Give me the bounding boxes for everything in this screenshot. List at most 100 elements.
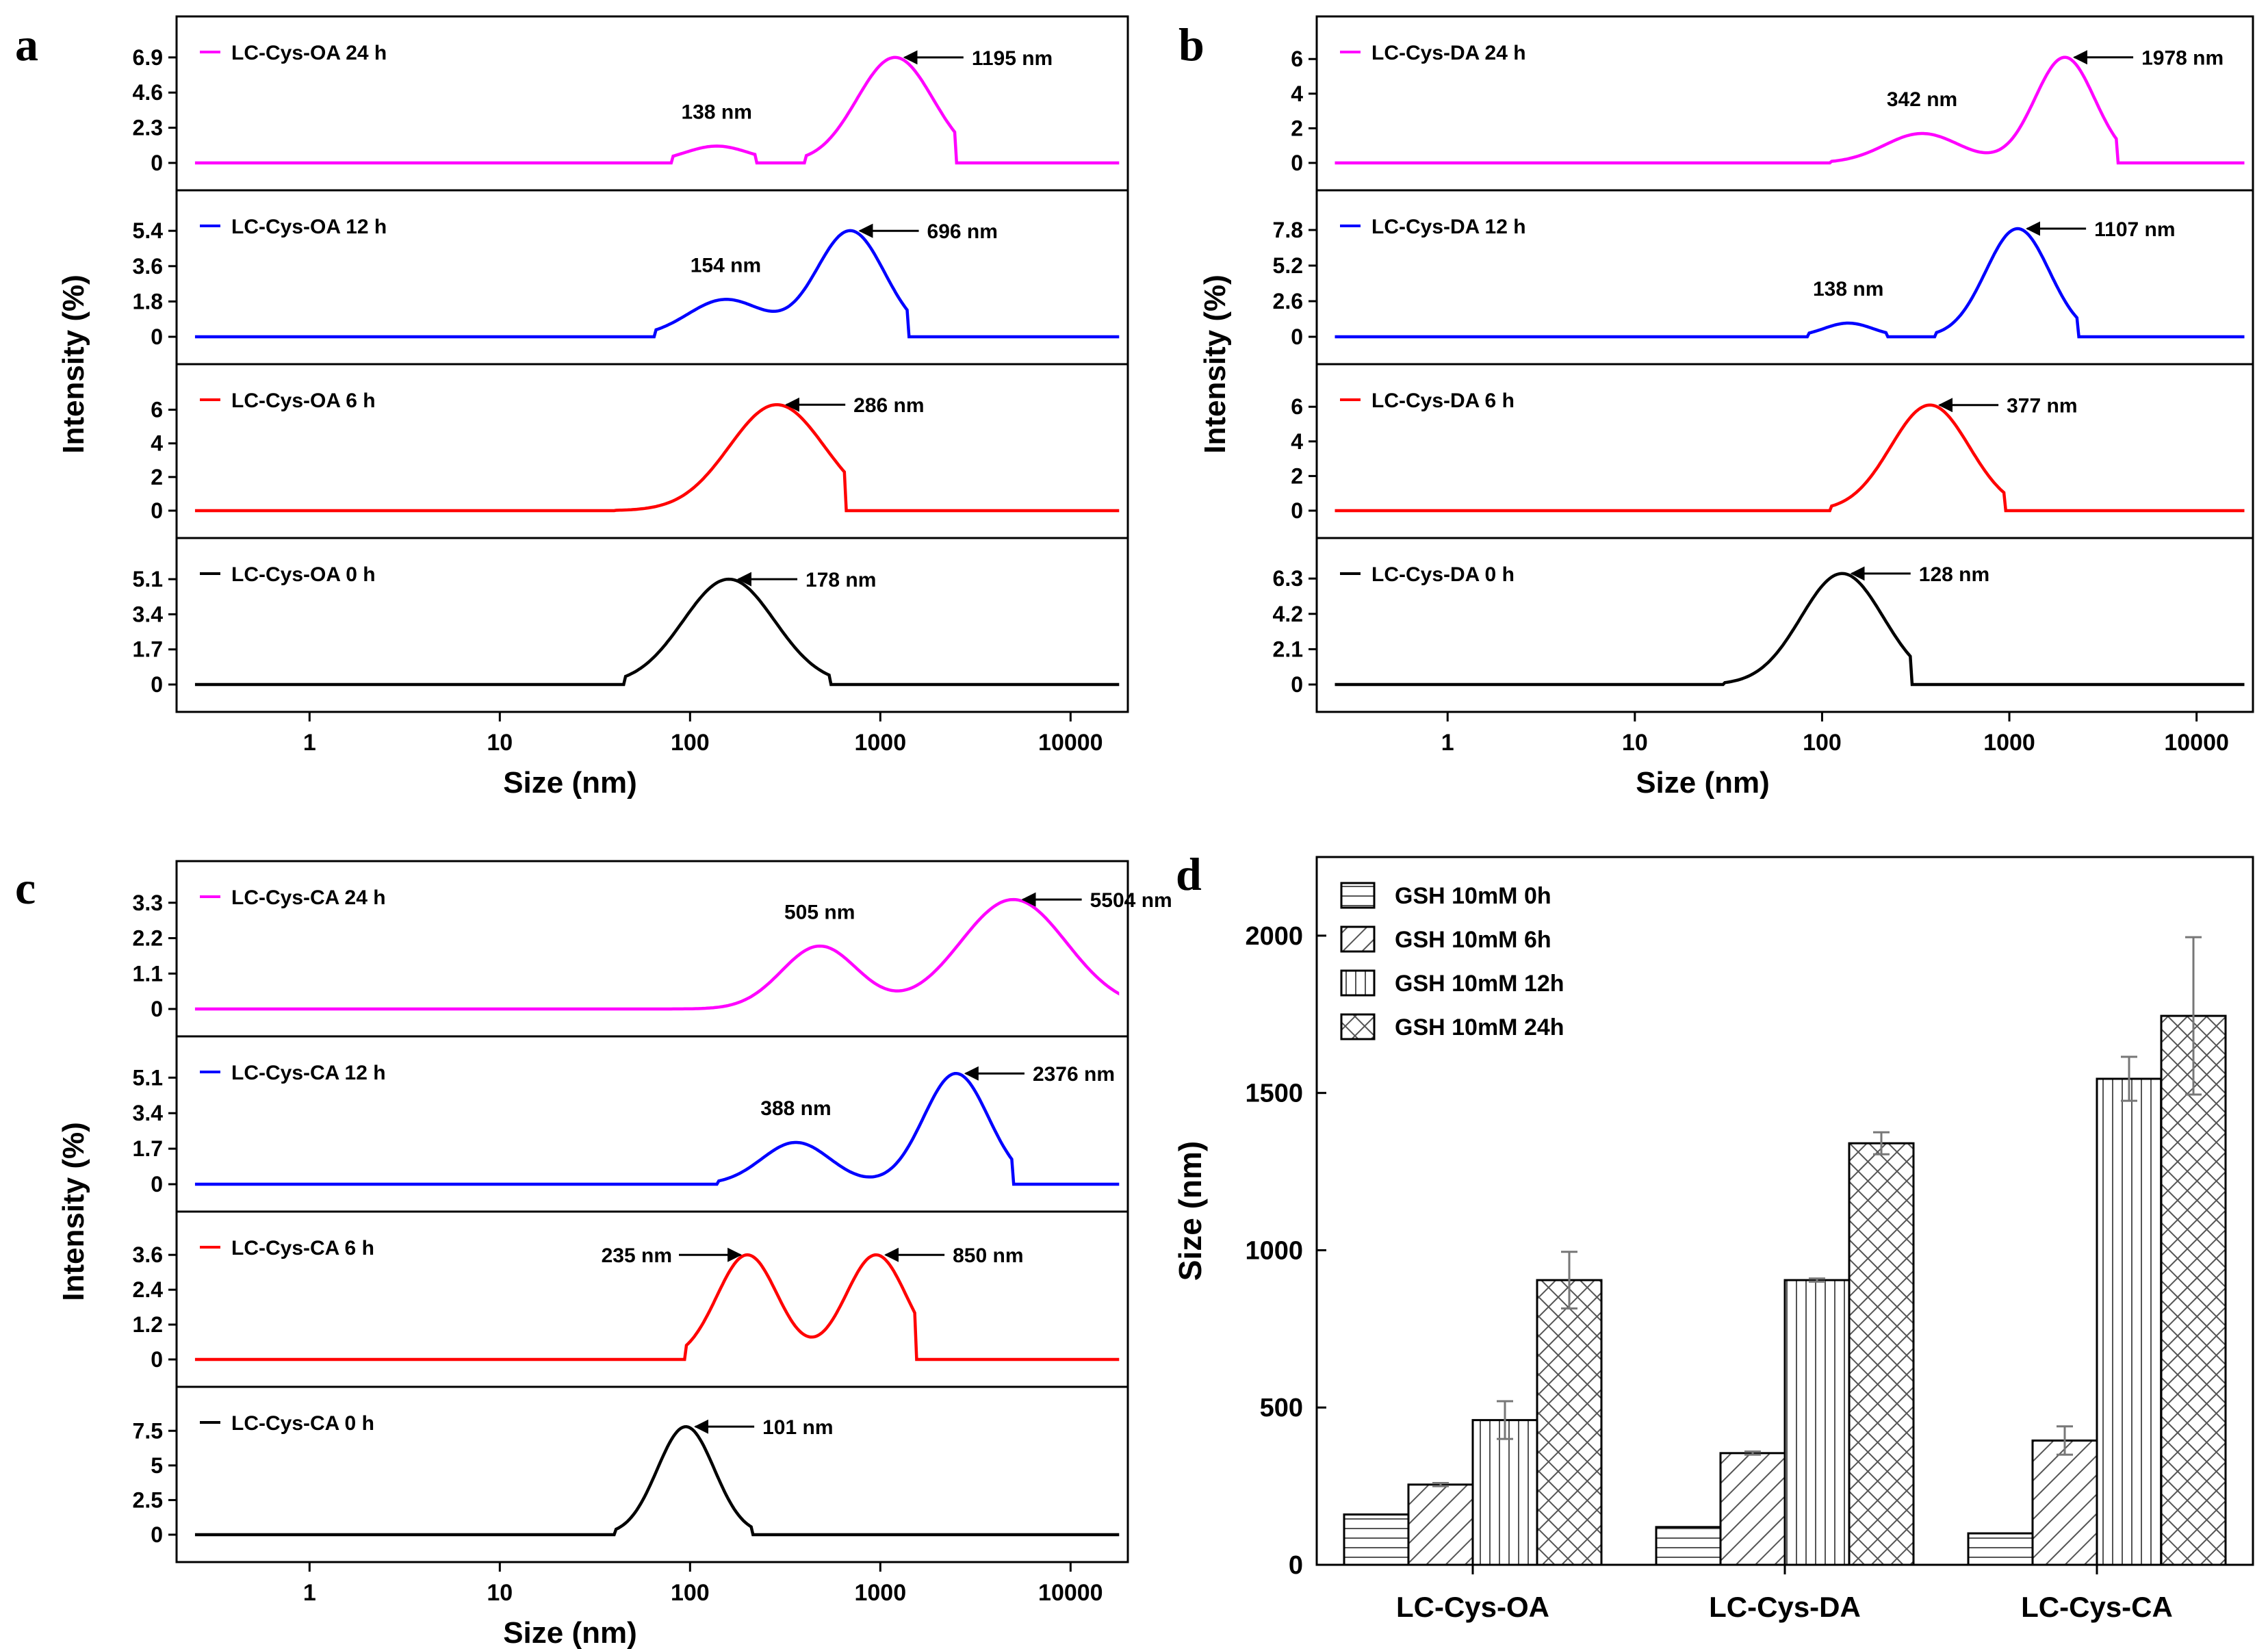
subplot-c-1: 0 1.7 3.4 5.1 LC-Cys-CA 12 h 388 nm 2376 nm: [133, 1035, 1129, 1213]
y-tick-label: 7.8: [1273, 218, 1303, 242]
x-tick-label: 10000: [1038, 730, 1103, 756]
x-tick-label: 100: [671, 1580, 710, 1606]
subplot-b-3: 0 2.1 4.2 6.3 1 10 100 1000 10000 LC-Cys-DA 0 h 12…: [1273, 537, 2254, 756]
bar: [1848, 1142, 1915, 1566]
series-line: [194, 1071, 1120, 1186]
annotation-label: 505 nm: [784, 901, 855, 923]
panel-b: 0 2 4 6 LC-Cys-DA 24 h 342 nm 1978 nm 0 2.6 5.2 7.…: [1198, 15, 2254, 800]
legend-swatch: [1340, 1013, 1376, 1040]
y-tick-label: 0: [151, 151, 163, 175]
panel-a: 0 2.3 4.6 6.9 LC-Cys-OA 24 h 138 nm 1195 nm 0 1.…: [57, 15, 1129, 800]
subplot-c-2: 0 1.2 2.4 3.6 LC-Cys-CA 6 h 235 nm 850 nm: [133, 1210, 1129, 1388]
y-tick-label: 6: [1291, 394, 1303, 419]
legend-swatch: [1340, 969, 1376, 997]
subplot-a-0: 0 2.3 4.6 6.9 LC-Cys-OA 24 h 138 nm 1195 nm: [133, 15, 1129, 192]
y-tick-label: 6: [151, 398, 163, 422]
bar: [1407, 1483, 1474, 1566]
bar: [1655, 1526, 1722, 1566]
y-tick-label: 3.4: [133, 1101, 164, 1125]
panel-label-b: b: [1178, 18, 1204, 71]
x-tick-label: LC-Cys-OA: [1396, 1591, 1549, 1623]
y-tick-label: 1000: [1245, 1236, 1303, 1265]
y-tick-label: 0: [151, 1522, 163, 1547]
bar: [2160, 1014, 2227, 1566]
x-tick-label: 10000: [2164, 730, 2229, 756]
legend-label: LC-Cys-OA 6 h: [231, 389, 376, 412]
y-tick-label: 5.1: [133, 567, 163, 591]
annotation-label: 5504 nm: [1090, 889, 1172, 912]
legend-label: LC-Cys-CA 24 h: [231, 886, 386, 909]
y-tick-label: 6.9: [133, 45, 163, 70]
y-tick-label: 2.6: [1273, 289, 1303, 314]
y-tick-label: 0: [1291, 672, 1303, 697]
y-axis-title: Size (nm): [1172, 1141, 1208, 1281]
annotation-label: 388 nm: [760, 1097, 831, 1120]
legend-label: GSH 10mM 0h: [1395, 883, 1551, 909]
y-tick-label: 7.5: [133, 1418, 163, 1443]
y-tick-label: 500: [1260, 1394, 1303, 1422]
x-axis-title: Size (nm): [503, 1616, 637, 1649]
subplot-a-2: 0 2 4 6 LC-Cys-OA 6 h 286 nm: [151, 363, 1129, 539]
y-tick-label: 2.2: [133, 926, 163, 951]
y-tick-label: 0: [151, 324, 163, 349]
y-tick-label: 6: [1291, 47, 1303, 71]
y-tick-label: 0: [1291, 498, 1303, 523]
y-tick-label: 0: [1291, 324, 1303, 349]
subplot-frame: [175, 537, 1129, 713]
x-tick-label: 1000: [854, 730, 906, 756]
y-tick-label: 2: [1291, 116, 1303, 140]
y-axis-title: Intensity (%): [57, 274, 90, 454]
y-tick-label: 0: [1289, 1551, 1303, 1580]
legend-label: LC-Cys-DA 0 h: [1371, 563, 1515, 586]
annotation-label: 154 nm: [691, 255, 761, 277]
y-tick-label: 1500: [1245, 1079, 1303, 1108]
y-tick-label: 4: [151, 431, 163, 456]
panel-c: 0 1.1 2.2 3.3 LC-Cys-CA 24 h 505 nm 5504 nm 0 1.…: [57, 860, 1172, 1649]
legend-label: LC-Cys-CA 0 h: [231, 1412, 374, 1435]
y-tick-label: 6.3: [1273, 566, 1303, 591]
y-tick-label: 4: [1291, 81, 1303, 106]
annotation-label: 235 nm: [602, 1244, 672, 1267]
legend-swatch: [1340, 882, 1376, 909]
series-line: [194, 55, 1120, 165]
subplot-c-3: 0 2.5 5 7.5 1 10 100 1000 10000 LC-Cys-CA 0 h 101 …: [133, 1385, 1129, 1606]
annotation-label: 286 nm: [853, 394, 924, 417]
series-line: [194, 1253, 1120, 1362]
legend-swatch: [1340, 925, 1376, 953]
y-tick-label: 0: [151, 1347, 163, 1372]
y-tick-label: 0: [151, 498, 163, 523]
y-tick-label: 1.2: [133, 1312, 163, 1337]
y-tick-label: 1.7: [133, 1136, 163, 1161]
legend-label: LC-Cys-CA 12 h: [231, 1062, 386, 1084]
y-tick-label: 4.2: [1273, 602, 1303, 626]
legend-label: LC-Cys-DA 6 h: [1371, 389, 1515, 412]
subplot-b-1: 0 2.6 5.2 7.8 LC-Cys-DA 12 h 138 nm 1107 nm: [1273, 189, 2254, 366]
series-line: [1335, 572, 2245, 687]
series-line: [194, 577, 1120, 687]
legend-label: GSH 10mM 24h: [1395, 1014, 1564, 1040]
legend-label: LC-Cys-CA 6 h: [231, 1237, 374, 1260]
x-tick-label: 1000: [854, 1580, 906, 1606]
annotation-label: 342 nm: [1887, 88, 1957, 111]
annotation-label: 138 nm: [1813, 278, 1883, 301]
legend-label: LC-Cys-OA 24 h: [231, 42, 387, 64]
y-tick-label: 4.6: [133, 80, 163, 105]
panel-label-c: c: [15, 862, 36, 914]
legend-label: LC-Cys-DA 24 h: [1371, 42, 1526, 64]
x-tick-label: 1: [1441, 730, 1454, 756]
y-axis-title: Intensity (%): [57, 1122, 90, 1301]
legend-label: LC-Cys-DA 12 h: [1371, 216, 1526, 238]
y-tick-label: 2.1: [1273, 637, 1303, 661]
y-tick-label: 2.5: [133, 1487, 163, 1512]
annotation-label: 850 nm: [953, 1244, 1023, 1267]
legend-label: LC-Cys-OA 12 h: [231, 216, 387, 238]
annotation-label: 128 nm: [1919, 563, 1989, 586]
subplot-a-1: 0 1.8 3.6 5.4 LC-Cys-OA 12 h 154 nm 696 nm: [133, 189, 1129, 366]
y-tick-label: 1.1: [133, 961, 163, 986]
series-line: [194, 402, 1120, 513]
legend-label: LC-Cys-OA 0 h: [231, 563, 376, 586]
annotation-label: 1978 nm: [2141, 47, 2224, 70]
y-tick-label: 1.8: [133, 289, 163, 314]
x-tick-label: 10: [1622, 730, 1648, 756]
subplot-frame: [175, 1385, 1129, 1563]
